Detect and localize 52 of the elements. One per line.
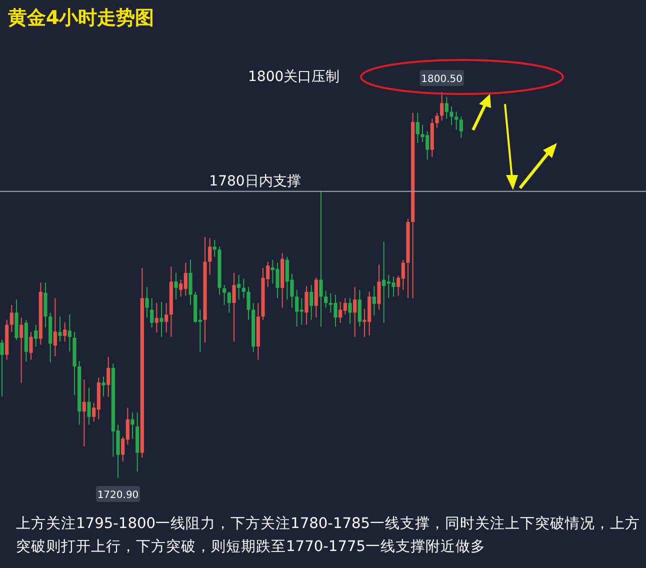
candlestick: [63, 322, 67, 342]
candlestick: [87, 387, 91, 426]
candlestick: [440, 92, 444, 122]
candlestick: [102, 376, 106, 398]
text: 上方关注1795-1800一线阻力，下方关注1780-1785一线支撑，同时关注上下突破情况，上方突破则打开上行，下方突破，则短期跌至1770-1775一线支撑附近做多: [16, 514, 641, 557]
candlestick: [358, 289, 362, 328]
candlestick: [188, 259, 192, 306]
chart-title: 黄金4小时走势图: [8, 6, 154, 31]
candlestick: [106, 356, 110, 398]
candlestick: [324, 290, 328, 308]
candlestick: [459, 116, 463, 139]
candlestick: [68, 314, 72, 352]
candlestick: [450, 106, 454, 126]
candlestick: [227, 291, 231, 314]
candlestick: [154, 302, 158, 334]
candlestick: [34, 324, 38, 348]
candlestick: [372, 285, 376, 316]
candlestick: [20, 316, 24, 384]
text: 1800关口压制: [248, 68, 340, 86]
ref-line-label: 1780日内支撑: [209, 173, 301, 190]
candlestick: [160, 301, 164, 338]
candlestick: [304, 285, 308, 326]
candlestick: [174, 272, 178, 300]
candlestick: [29, 332, 33, 360]
annotation: 1720.90: [97, 490, 139, 501]
candlestick: [246, 286, 250, 320]
candlestick: [44, 282, 48, 328]
candlestick: [222, 284, 226, 306]
candlestick: [0, 339, 4, 398]
candlestick: [348, 298, 352, 324]
candlestick: [212, 239, 216, 258]
candlestick: [310, 284, 314, 320]
candlestick: [208, 237, 212, 276]
candlestick: [242, 278, 246, 299]
candlestick: [53, 298, 57, 357]
candlestick: [444, 96, 448, 120]
candlestick: [58, 316, 62, 342]
candlestick: [150, 298, 154, 328]
candlestick: [435, 112, 439, 128]
candlestick: [377, 264, 381, 310]
candlestick: [145, 286, 149, 318]
candlestick: [82, 379, 86, 447]
candlestick: [319, 190, 323, 328]
candlestick: [130, 412, 134, 440]
candlestick: [416, 112, 420, 144]
candlestick: [10, 304, 14, 333]
candlestick: [232, 272, 236, 342]
candlestick: [454, 111, 458, 130]
candlestick: [237, 274, 241, 300]
candlestick: [353, 286, 357, 338]
candlestick: [164, 302, 168, 334]
annotation: 1800.50: [421, 74, 463, 85]
